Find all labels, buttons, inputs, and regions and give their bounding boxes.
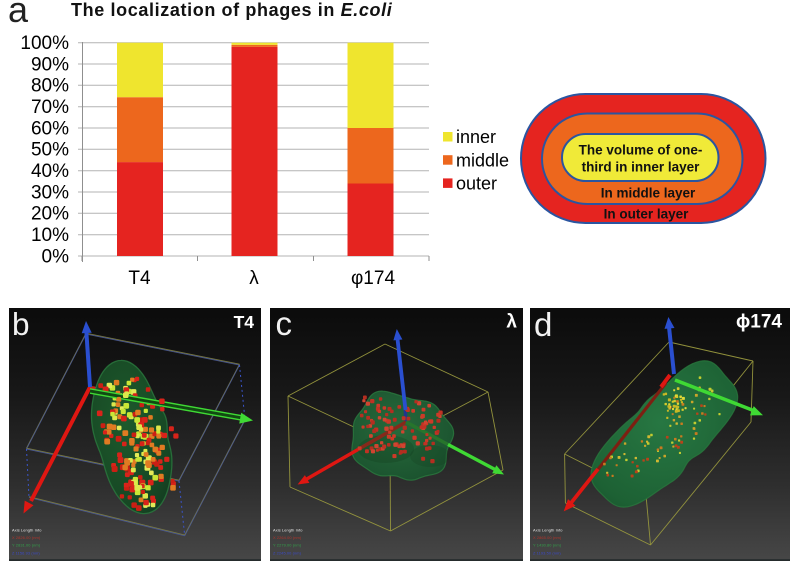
svg-text:T4: T4 [128, 268, 151, 289]
svg-text:middle: middle [456, 150, 509, 170]
svg-text:inner: inner [456, 127, 496, 147]
svg-text:c: c [276, 308, 293, 342]
svg-text:20%: 20% [31, 204, 69, 225]
svg-text:λ: λ [506, 312, 517, 333]
svg-text:outer: outer [456, 174, 497, 194]
svg-text:third in inner layer: third in inner layer [582, 160, 701, 175]
svg-text:Y 1430.80 (nm): Y 1430.80 (nm) [533, 543, 562, 548]
svg-text:100%: 100% [20, 33, 69, 54]
svg-text:λ: λ [249, 268, 259, 289]
svg-text:30%: 30% [31, 182, 69, 203]
svg-text:ϕ174: ϕ174 [736, 312, 782, 333]
svg-text:X 2826.00 (nm): X 2826.00 (nm) [12, 535, 41, 540]
svg-text:0%: 0% [42, 246, 70, 267]
svg-text:T4: T4 [234, 312, 255, 332]
svg-text:In outer layer: In outer layer [604, 207, 690, 222]
svg-text:X 2865.00 (nm): X 2865.00 (nm) [533, 535, 562, 540]
svg-text:The volume of one-: The volume of one- [579, 143, 703, 158]
svg-text:d: d [534, 308, 552, 343]
svg-text:40%: 40% [31, 161, 69, 182]
svg-text:10%: 10% [31, 225, 69, 246]
svg-text:Z 1156.93 (nm): Z 1156.93 (nm) [12, 550, 40, 555]
svg-text:70%: 70% [31, 97, 69, 118]
svg-text:X 2264.00 (nm): X 2264.00 (nm) [273, 535, 302, 540]
svg-text:Axis Length Info: Axis Length Info [533, 528, 563, 533]
svg-text:90%: 90% [31, 54, 69, 75]
svg-text:Y 2831.00 (nm): Y 2831.00 (nm) [12, 543, 41, 548]
svg-text:Y 2279.00 (nm): Y 2279.00 (nm) [273, 543, 302, 548]
svg-text:Axis Length Info: Axis Length Info [12, 528, 42, 533]
svg-text:In middle layer: In middle layer [601, 186, 696, 201]
svg-text:Z 1193.50 (nm): Z 1193.50 (nm) [533, 550, 561, 555]
svg-text:Axis Length Info: Axis Length Info [273, 528, 303, 533]
svg-text:φ174: φ174 [351, 268, 395, 289]
svg-text:50%: 50% [31, 140, 69, 161]
svg-text:80%: 80% [31, 76, 69, 97]
svg-text:Z 2245.00 (nm): Z 2245.00 (nm) [273, 550, 302, 555]
svg-text:60%: 60% [31, 118, 69, 139]
svg-text:b: b [12, 308, 30, 342]
